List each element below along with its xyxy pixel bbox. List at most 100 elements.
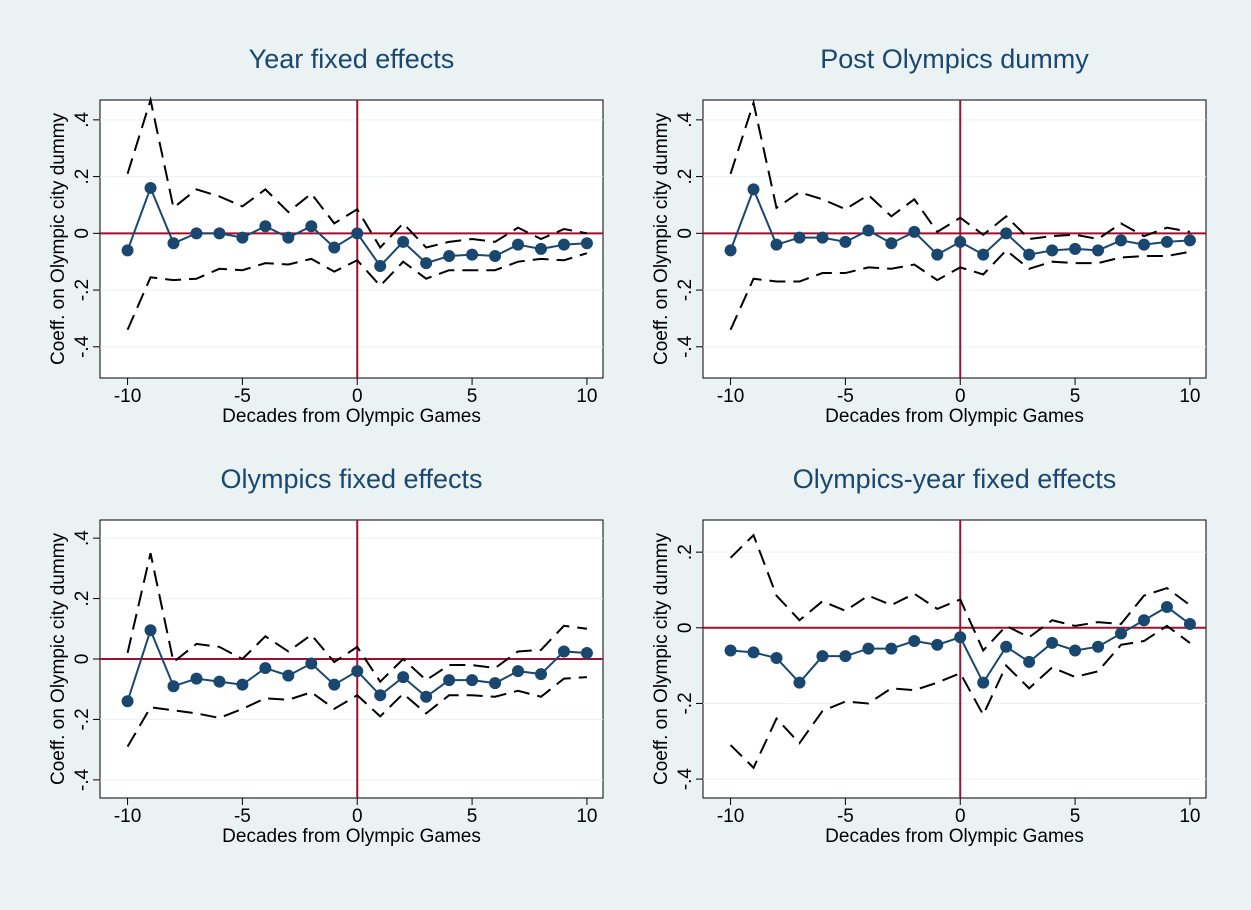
coef-marker — [534, 668, 547, 681]
coef-marker — [931, 638, 944, 651]
ci-line — [126, 553, 588, 684]
x-tick-label: -5 — [234, 806, 251, 827]
coef-marker — [977, 676, 990, 689]
coef-marker — [1069, 242, 1082, 255]
coef-marker — [397, 235, 410, 248]
ci-line — [729, 624, 1191, 770]
x-tick-label: 10 — [576, 806, 597, 827]
x-axis-label: Decades from Olympic Games — [825, 406, 1084, 427]
coef-marker — [954, 631, 967, 644]
coef-marker — [557, 238, 570, 251]
coef-marker — [747, 183, 760, 196]
x-tick-label: 10 — [576, 386, 597, 407]
coef-marker — [1137, 238, 1150, 251]
x-tick-label: -5 — [837, 806, 854, 827]
y-tick-label: -.2 — [72, 708, 93, 730]
coef-marker — [466, 248, 479, 261]
coef-marker — [747, 646, 760, 659]
x-axis-label: Decades from Olympic Games — [222, 406, 481, 427]
y-tick-label: -.4 — [72, 335, 93, 358]
x-tick-label: 10 — [1179, 806, 1200, 827]
x-tick-label: 5 — [1070, 806, 1081, 827]
coef-marker — [580, 646, 593, 659]
coef-marker — [1160, 600, 1173, 613]
coef-marker — [885, 237, 898, 250]
coef-marker — [420, 257, 433, 270]
y-axis-label: Coeff. on Olympic city dummy — [651, 113, 672, 366]
x-axis-label: Decades from Olympic Games — [825, 826, 1084, 847]
coef-marker — [259, 220, 272, 233]
coef-marker — [512, 238, 525, 251]
y-tick-label: 0 — [675, 623, 696, 634]
coef-marker — [282, 231, 295, 244]
x-tick-label: -5 — [234, 386, 251, 407]
coef-marker — [557, 645, 570, 658]
coef-marker — [1137, 614, 1150, 627]
y-axis-label: Coeff. on Olympic city dummy — [48, 113, 69, 366]
ci-line — [729, 248, 1191, 331]
y-tick-label: .2 — [72, 591, 93, 607]
coef-marker — [931, 248, 944, 261]
coef-marker — [259, 662, 272, 675]
coef-marker — [839, 650, 852, 663]
coef-marker — [1115, 627, 1128, 640]
y-tick-label: .4 — [72, 530, 93, 546]
coef-marker — [144, 624, 157, 637]
chart-title: Olympics fixed effects — [220, 464, 482, 494]
x-axis-label: Decades from Olympic Games — [222, 826, 481, 847]
coef-marker — [443, 674, 456, 687]
ci-line — [126, 252, 588, 331]
coef-marker — [1115, 234, 1128, 247]
y-tick-label: 0 — [72, 228, 93, 239]
coef-marker — [1069, 644, 1082, 657]
coef-marker — [190, 227, 203, 240]
coef-marker — [770, 652, 783, 665]
coef-marker — [305, 657, 318, 670]
coef-marker — [167, 237, 180, 250]
coef-marker — [1160, 235, 1173, 248]
coef-marker — [328, 241, 341, 254]
coef-marker — [1000, 640, 1013, 653]
x-tick-label: 5 — [467, 386, 478, 407]
y-tick-label: -.2 — [675, 692, 696, 714]
coef-marker — [534, 242, 547, 255]
coef-marker — [1000, 227, 1013, 240]
y-tick-label: -.4 — [72, 768, 93, 791]
y-tick-label: .4 — [72, 112, 93, 128]
coef-marker — [213, 675, 226, 688]
y-tick-label: -.4 — [675, 335, 696, 358]
coef-marker — [489, 250, 502, 263]
chart-title: Year fixed effects — [249, 44, 455, 74]
coef-marker — [862, 224, 875, 237]
x-tick-label: 0 — [955, 806, 966, 827]
y-tick-label: -.2 — [72, 279, 93, 301]
y-tick-label: 0 — [675, 228, 696, 239]
coef-marker — [351, 227, 364, 240]
x-tick-label: 0 — [352, 386, 363, 407]
coef-marker — [121, 695, 134, 708]
coef-marker — [816, 650, 829, 663]
coef-marker — [1092, 244, 1105, 257]
coef-marker — [954, 235, 967, 248]
x-tick-label: -10 — [114, 386, 141, 407]
coef-marker — [282, 669, 295, 682]
y-axis-label: Coeff. on Olympic city dummy — [651, 533, 672, 786]
chart-title: Post Olympics dummy — [820, 44, 1089, 74]
y-tick-label: -.2 — [675, 279, 696, 301]
x-tick-label: -5 — [837, 386, 854, 407]
coef-marker — [466, 674, 479, 687]
coef-marker — [908, 225, 921, 238]
coef-marker — [190, 672, 203, 685]
coef-marker — [793, 231, 806, 244]
coef-marker — [724, 644, 737, 657]
ci-line — [729, 533, 1191, 653]
y-tick-label: .2 — [72, 169, 93, 185]
coef-marker — [443, 250, 456, 263]
coef-marker — [793, 676, 806, 689]
x-tick-label: -10 — [114, 806, 141, 827]
x-tick-label: 5 — [1070, 386, 1081, 407]
x-tick-label: -10 — [717, 386, 744, 407]
plot-area — [702, 519, 1207, 799]
coef-marker — [908, 635, 921, 648]
